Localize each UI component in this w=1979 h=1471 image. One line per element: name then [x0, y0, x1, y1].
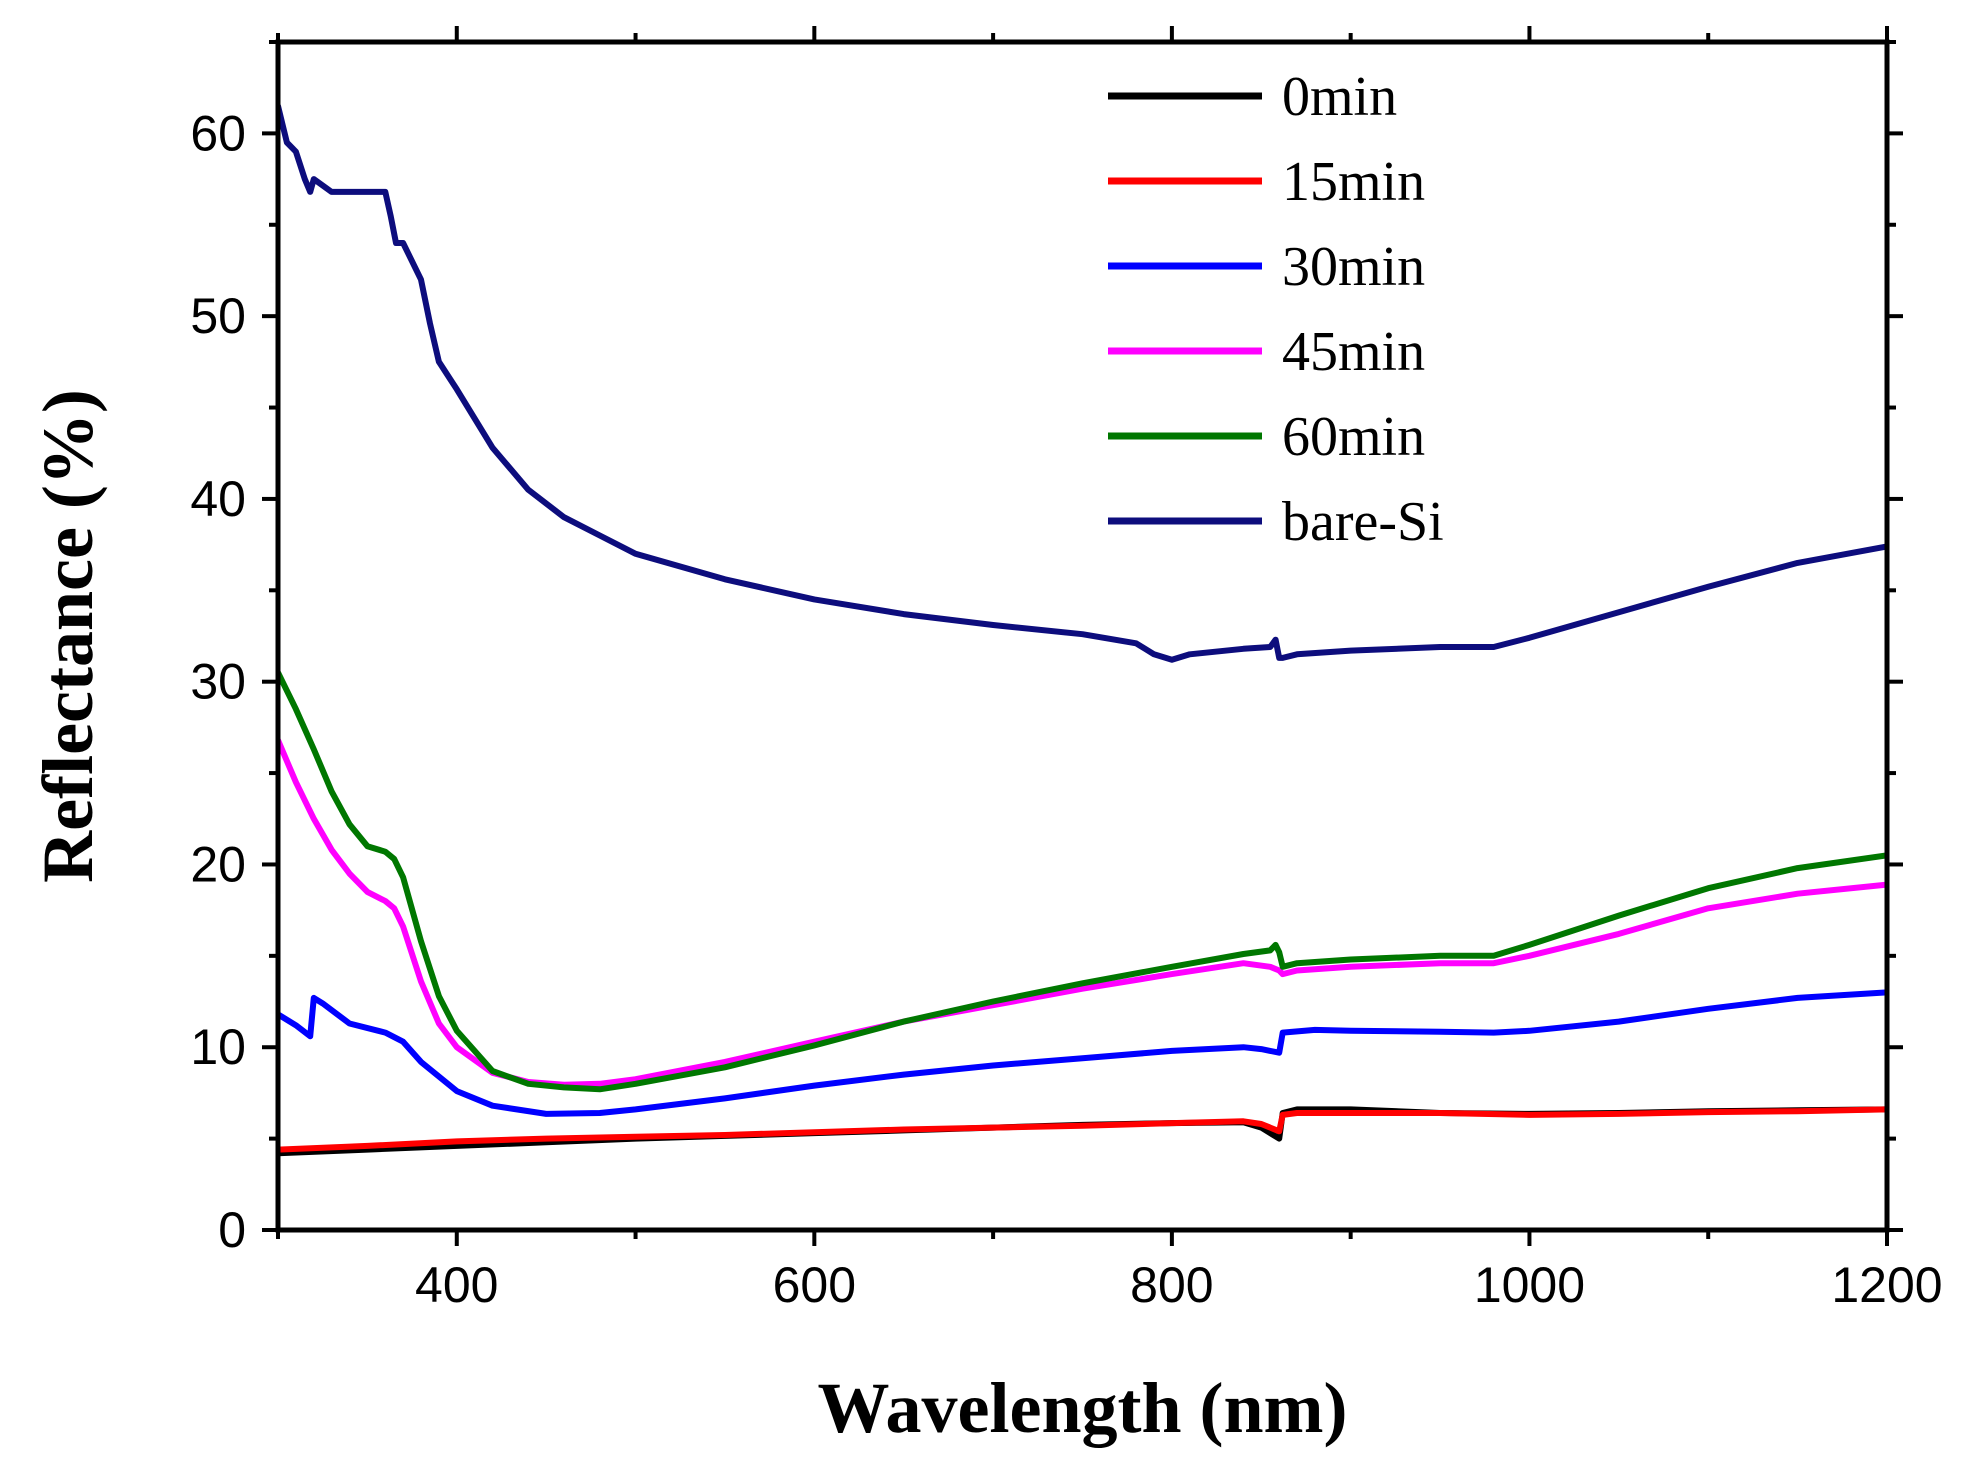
y-tick-label: 40	[190, 471, 246, 527]
series-line-30min	[278, 989, 1887, 1117]
x-tick-label: 1200	[1831, 1257, 1942, 1313]
y-axis-title: Reflectance (%)	[28, 389, 108, 883]
legend-label-15min: 15min	[1282, 151, 1425, 213]
x-tick-label: 800	[1130, 1257, 1213, 1313]
series-line-60min	[278, 669, 1887, 1093]
ticks-layer	[262, 26, 1903, 1246]
series-line-bare-si	[278, 103, 1887, 663]
plot-frame	[275, 39, 1890, 1233]
series-line-45min	[278, 737, 1887, 1088]
x-axis-title: Wavelength (nm)	[818, 1368, 1348, 1448]
series-line-15min	[278, 1106, 1887, 1153]
y-tick-label: 50	[190, 288, 246, 344]
labels-layer: 400 600 800 1000 1200 0 10 20 30 40 50 60	[190, 105, 1942, 1313]
y-tick-label: 0	[218, 1202, 246, 1258]
y-tick-label: 60	[190, 105, 246, 161]
x-tick-label: 1000	[1474, 1257, 1585, 1313]
y-tick-label: 30	[190, 654, 246, 710]
y-tick-label: 20	[190, 836, 246, 892]
legend: 0min 15min 30min 45min 60min bare-Si	[1108, 66, 1444, 553]
y-tick-label: 10	[190, 1019, 246, 1075]
legend-label-60min: 60min	[1282, 406, 1425, 468]
legend-label-0min: 0min	[1282, 66, 1397, 128]
x-tick-label: 600	[773, 1257, 856, 1313]
legend-label-bare-si: bare-Si	[1282, 491, 1444, 553]
x-tick-label: 400	[415, 1257, 498, 1313]
legend-label-30min: 30min	[1282, 236, 1425, 298]
series-layer	[278, 103, 1887, 1157]
legend-label-45min: 45min	[1282, 321, 1425, 383]
